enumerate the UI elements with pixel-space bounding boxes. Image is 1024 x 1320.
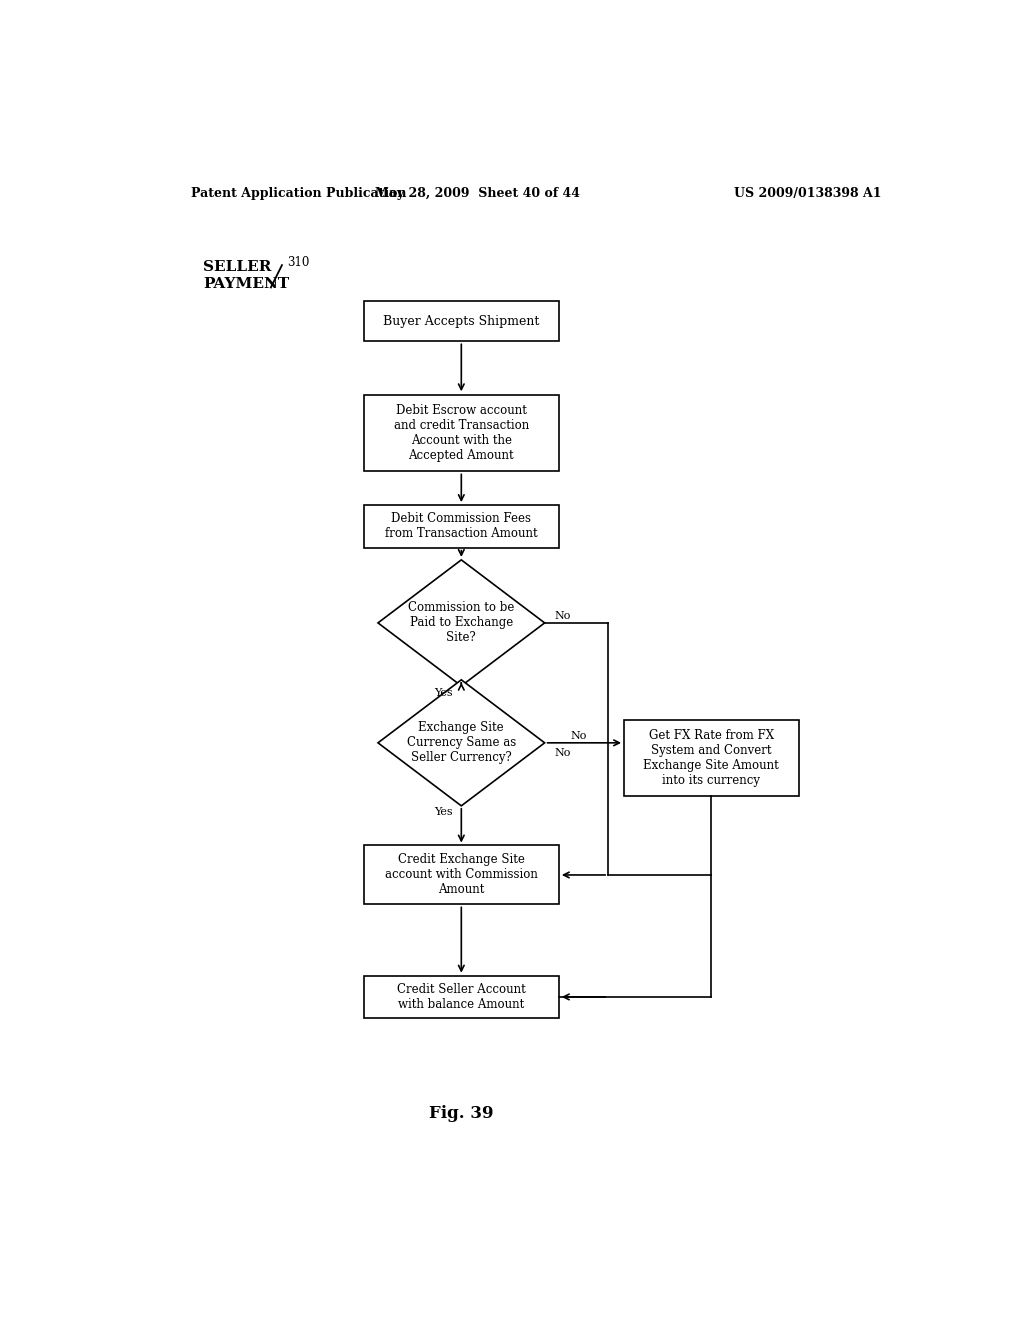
Text: Debit Escrow account
and credit Transaction
Account with the
Accepted Amount: Debit Escrow account and credit Transact…: [393, 404, 529, 462]
Text: Credit Exchange Site
account with Commission
Amount: Credit Exchange Site account with Commis…: [385, 854, 538, 896]
Text: No: No: [570, 731, 587, 741]
Text: 310: 310: [287, 256, 309, 268]
Text: Yes: Yes: [434, 688, 453, 698]
Text: No: No: [555, 611, 571, 620]
Text: Get FX Rate from FX
System and Convert
Exchange Site Amount
into its currency: Get FX Rate from FX System and Convert E…: [643, 729, 779, 787]
Text: May 28, 2009  Sheet 40 of 44: May 28, 2009 Sheet 40 of 44: [375, 187, 580, 201]
Text: PAYMENT: PAYMENT: [204, 277, 290, 292]
FancyBboxPatch shape: [365, 301, 558, 342]
Text: SELLER: SELLER: [204, 260, 271, 275]
Text: Patent Application Publication: Patent Application Publication: [191, 187, 407, 201]
FancyBboxPatch shape: [365, 846, 558, 904]
FancyBboxPatch shape: [365, 395, 558, 471]
FancyBboxPatch shape: [365, 975, 558, 1018]
Text: Buyer Accepts Shipment: Buyer Accepts Shipment: [383, 314, 540, 327]
Polygon shape: [378, 680, 545, 805]
Polygon shape: [378, 560, 545, 686]
Text: Exchange Site
Currency Same as
Seller Currency?: Exchange Site Currency Same as Seller Cu…: [407, 721, 516, 764]
FancyBboxPatch shape: [365, 506, 558, 548]
Text: Fig. 39: Fig. 39: [429, 1105, 494, 1122]
Text: Debit Commission Fees
from Transaction Amount: Debit Commission Fees from Transaction A…: [385, 512, 538, 540]
Text: US 2009/0138398 A1: US 2009/0138398 A1: [734, 187, 882, 201]
Text: Credit Seller Account
with balance Amount: Credit Seller Account with balance Amoun…: [397, 983, 525, 1011]
Text: Commission to be
Paid to Exchange
Site?: Commission to be Paid to Exchange Site?: [409, 602, 514, 644]
FancyBboxPatch shape: [624, 719, 799, 796]
Text: Yes: Yes: [434, 807, 453, 817]
Text: No: No: [555, 748, 571, 758]
